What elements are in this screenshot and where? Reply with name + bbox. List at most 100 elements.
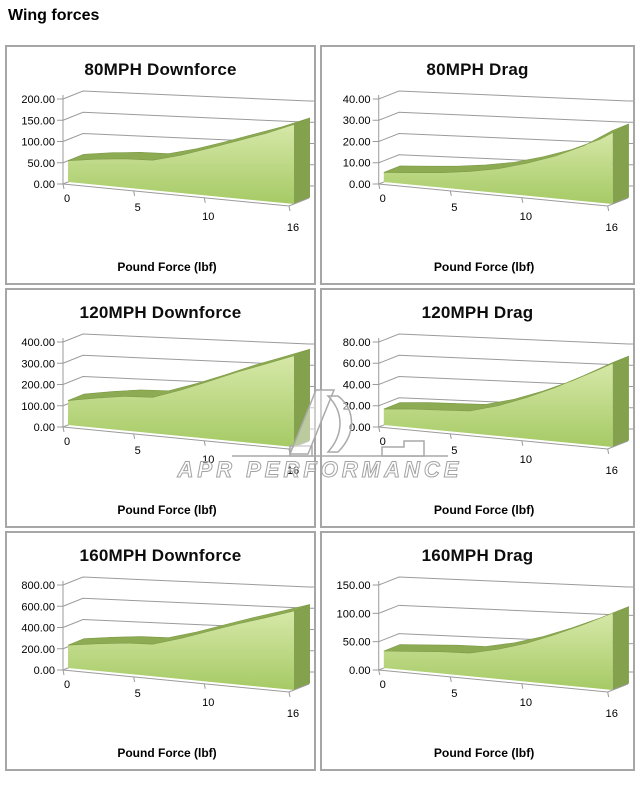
back-wall-gridlines [372, 90, 633, 187]
axis-labels: 0.00 200.00 400.00 600.00 800.00 0 5 10 16 Pound … [21, 580, 299, 760]
area-series [67, 348, 311, 447]
y-axis-tick-label: 10.00 [343, 158, 371, 170]
area-end-cap [294, 349, 310, 447]
chart-title: 80MPH Downforce [84, 60, 237, 79]
y-axis-tick-label: 0.00 [34, 665, 55, 677]
x-axis-tick-label: 16 [287, 465, 299, 477]
y-axis-tick-label: 40.00 [343, 94, 371, 106]
area-chart-160mph-downforce: 0.00 200.00 400.00 600.00 800.00 0 5 10 16 Pound … [21, 576, 314, 760]
y-axis-tick-label: 100.00 [337, 608, 371, 620]
axis-labels: 0.00 10.00 20.00 30.00 40.00 0 5 10 16 Pound Forc… [343, 94, 618, 274]
y-axis-tick-label: 800.00 [21, 580, 55, 592]
y-axis-tick-label: 200.00 [21, 94, 55, 106]
y-axis-tick-label: 20.00 [343, 401, 371, 413]
area-end-cap [612, 606, 629, 690]
y-axis-tick-label: 0.00 [349, 422, 371, 434]
x-axis-title: Pound Force (lbf) [434, 260, 534, 274]
x-axis-tick-label: 5 [135, 202, 141, 214]
area-series [383, 123, 630, 204]
x-axis-tick-label: 5 [135, 688, 141, 700]
x-axis-tick-label: 5 [451, 202, 457, 214]
x-axis-tick-label: 16 [287, 708, 299, 720]
y-axis-tick-label: 0.00 [34, 422, 55, 434]
x-axis-tick-label: 5 [451, 445, 457, 457]
y-axis-tick-label: 30.00 [343, 115, 371, 127]
area-front-face [68, 355, 294, 447]
x-axis-tick-label: 5 [451, 688, 457, 700]
axes [378, 95, 629, 212]
x-axis-title: Pound Force (lbf) [117, 746, 216, 760]
axes [378, 338, 629, 455]
y-axis-tick-label: 400.00 [21, 337, 55, 349]
x-axis-tick-label: 16 [606, 222, 618, 234]
area-top-band [67, 604, 311, 646]
y-axis-tick-label: 20.00 [343, 137, 371, 149]
x-axis-tick-label: 0 [64, 436, 70, 448]
axes [62, 95, 310, 212]
axis-labels: 0.00 20.00 40.00 60.00 80.00 0 5 10 16 Pound Forc… [343, 337, 618, 517]
x-axis-title: Pound Force (lbf) [434, 746, 534, 760]
x-axis-tick-label: 10 [520, 697, 532, 709]
chart-panel-120mph-drag: 120MPH Drag 0.00 20.00 40.00 60.00 80.00 0 5 10… [320, 288, 635, 528]
chart-title: 80MPH Drag [426, 60, 529, 79]
y-axis-tick-label: 100.00 [21, 401, 55, 413]
x-axis-tick-label: 16 [287, 222, 299, 234]
area-front-face [383, 612, 613, 690]
y-axis-tick-label: 600.00 [21, 601, 55, 613]
y-axis-tick-label: 0.00 [349, 665, 371, 677]
y-axis-tick-label: 200.00 [21, 644, 55, 656]
area-top-band [383, 123, 630, 174]
area-front-face [68, 610, 294, 690]
axes [62, 581, 310, 698]
x-axis-tick-label: 10 [520, 454, 532, 466]
axis-labels: 0.00 50.00 100.00 150.00 200.00 0 5 10 16 Pound F… [21, 94, 299, 274]
y-axis-tick-label: 300.00 [21, 358, 55, 370]
x-axis-tick-label: 0 [64, 193, 70, 205]
area-series [67, 117, 311, 204]
x-axis-tick-label: 0 [64, 679, 70, 691]
chart-title: 120MPH Downforce [79, 303, 242, 322]
x-axis-tick-label: 10 [520, 211, 532, 223]
axes [378, 581, 629, 698]
chart-panel-160mph-drag: 160MPH Drag 0.00 50.00 100.00 150.00 0 5 10 16 P… [320, 531, 635, 771]
chart-title: 160MPH Drag [421, 546, 534, 565]
y-axis-tick-label: 0.00 [34, 179, 55, 191]
area-front-face [68, 124, 294, 204]
x-axis-title: Pound Force (lbf) [117, 503, 216, 517]
chart-panel-80mph-downforce: 80MPH Downforce 0.00 50.00 100.00 150.00 200… [5, 45, 316, 285]
chart-title: 120MPH Drag [421, 303, 534, 322]
area-series [383, 355, 630, 447]
x-axis-tick-label: 0 [380, 193, 386, 205]
y-axis-tick-label: 50.00 [27, 158, 55, 170]
chart-panel-120mph-downforce: 120MPH Downforce 0.00 100.00 200.00 300.00 4… [5, 288, 316, 528]
y-axis-tick-label: 0.00 [349, 179, 371, 191]
area-end-cap [612, 356, 629, 447]
y-axis-tick-label: 400.00 [21, 623, 55, 635]
x-axis-title: Pound Force (lbf) [434, 503, 534, 517]
area-chart-80mph-downforce: 0.00 50.00 100.00 150.00 200.00 0 5 10 16 Pound F… [21, 90, 314, 274]
area-top-band [67, 117, 311, 162]
area-end-cap [294, 604, 310, 690]
x-axis-tick-label: 0 [380, 436, 386, 448]
area-top-band [67, 348, 311, 401]
x-axis-tick-label: 16 [606, 465, 618, 477]
x-axis-tick-label: 16 [606, 708, 618, 720]
y-axis-tick-label: 80.00 [343, 337, 371, 349]
x-axis-tick-label: 10 [202, 454, 214, 466]
x-axis-title: Pound Force (lbf) [117, 260, 216, 274]
area-top-band [383, 355, 630, 412]
area-series [383, 606, 630, 690]
y-axis-tick-label: 100.00 [21, 137, 55, 149]
y-axis-tick-label: 60.00 [343, 358, 371, 370]
y-axis-tick-label: 40.00 [343, 380, 371, 392]
y-axis-tick-label: 50.00 [343, 637, 371, 649]
axis-labels: 0.00 100.00 200.00 300.00 400.00 0 5 10 16 Pound … [21, 337, 299, 517]
charts-grid: 80MPH Downforce 0.00 50.00 100.00 150.00 200… [5, 45, 635, 771]
chart-panel-160mph-downforce: 160MPH Downforce 0.00 200.00 400.00 600.00 8… [5, 531, 316, 771]
area-chart-160mph-drag: 0.00 50.00 100.00 150.00 0 5 10 16 Pound Force (… [337, 576, 633, 760]
x-axis-tick-label: 0 [380, 679, 386, 691]
x-axis-tick-label: 5 [135, 445, 141, 457]
area-end-cap [612, 123, 629, 204]
area-series [67, 604, 311, 690]
y-axis-tick-label: 150.00 [21, 115, 55, 127]
